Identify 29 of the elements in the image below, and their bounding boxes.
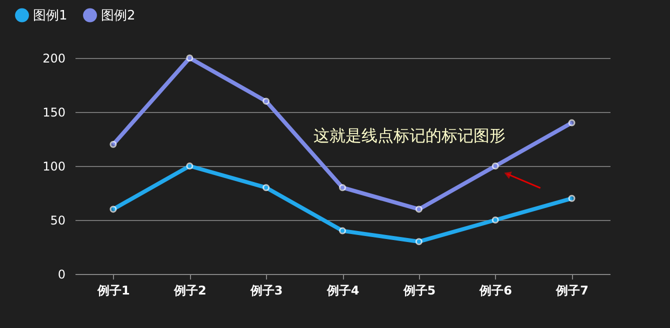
point [415, 238, 422, 246]
point [492, 216, 499, 224]
y-tick-label: 100 [42, 160, 66, 174]
y-tick-label: 200 [42, 52, 66, 66]
legend-label: 图例1 [33, 8, 68, 24]
x-tick-label: 例子3 [249, 284, 283, 298]
point [339, 184, 346, 192]
point [110, 206, 117, 213]
x-tick-label: 例子1 [96, 284, 130, 298]
x-tick-label: 例子7 [555, 284, 588, 298]
annotation: 这就是线点标记的标记图形 [313, 126, 506, 145]
point [262, 184, 270, 192]
x-tick-label: 例子2 [172, 284, 206, 298]
point [262, 98, 270, 105]
y-tick-label: 0 [58, 268, 66, 282]
point [110, 140, 117, 148]
x-tick-label: 例子6 [478, 284, 512, 298]
point [415, 206, 422, 213]
x-tick-label: 例子4 [326, 284, 360, 298]
point [568, 119, 576, 126]
legend-label: 图例2 [101, 8, 136, 24]
point [568, 194, 576, 202]
point [186, 54, 194, 62]
point [186, 162, 194, 170]
point [492, 162, 499, 170]
y-tick-label: 50 [50, 214, 66, 228]
point [339, 227, 346, 234]
x-tick-label: 例子5 [402, 284, 436, 298]
y-tick-label: 150 [42, 106, 66, 120]
